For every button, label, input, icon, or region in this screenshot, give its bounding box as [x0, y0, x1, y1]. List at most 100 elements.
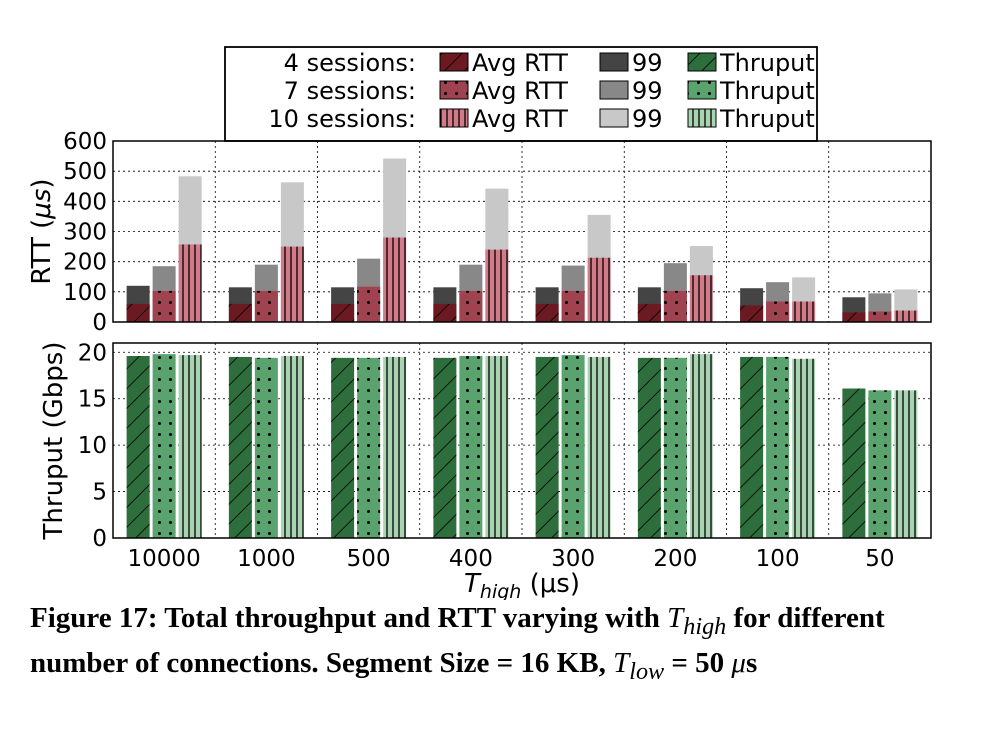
rtt-bar-avg-hatch — [254, 290, 278, 322]
legend: 4 sessions: Avg RTT 99 Thruput 7 sessions: Av… — [224, 46, 818, 142]
rtt-bar-avg-hatch — [152, 290, 176, 322]
throughput-bar-hatch — [663, 357, 687, 538]
legend-entry-label: Avg RTT — [472, 105, 568, 133]
rtt-bar-avg-hatch — [792, 301, 816, 322]
legend-entry-label: 99 — [632, 77, 663, 105]
rtt-bar-avg-hatch — [561, 290, 585, 322]
figure: 4 sessions: Avg RTT 99 Thruput 7 sessions: Av… — [27, 46, 932, 600]
throughput-bar-hatch — [842, 388, 866, 538]
throughput-bars — [126, 354, 918, 538]
throughput-bar-hatch — [459, 356, 483, 538]
throughput-bar-hatch — [178, 355, 202, 538]
rtt-bar-avg-hatch — [535, 303, 559, 322]
throughput-bar-hatch — [383, 356, 407, 538]
x-tick-label: 10000 — [128, 546, 201, 572]
throughput-bar-hatch — [331, 357, 355, 538]
rtt-plot-frame — [112, 140, 932, 323]
legend-swatch-p99 — [599, 108, 629, 128]
throughput-bar-hatch — [433, 357, 457, 538]
rtt-bar-avg-hatch — [383, 237, 407, 322]
throughput-y-axis-label: Thruput (Gbps) — [39, 342, 69, 541]
throughput-bar-hatch — [792, 358, 816, 538]
x-tick-label: 200 — [653, 546, 697, 572]
rtt-y-tick-label: 300 — [63, 220, 107, 246]
legend-row-label: 7 sessions: — [284, 77, 416, 105]
caption-thigh-symbol: Thigh — [667, 602, 727, 640]
throughput-bar-hatch — [868, 390, 892, 538]
throughput-plot-frame — [112, 342, 932, 539]
x-tick-label: 50 — [865, 546, 894, 572]
rtt-bar-avg-hatch — [126, 303, 150, 322]
legend-entry-label: Avg RTT — [472, 77, 568, 105]
rtt-y-tick-label: 100 — [63, 280, 107, 306]
legend-entry-label: Thruput — [719, 105, 815, 133]
rtt-y-axis-label: RTT (μs) — [27, 178, 57, 284]
rtt-bar-avg-hatch — [178, 244, 202, 322]
caption-tlow-symbol: Tlow — [613, 646, 665, 685]
throughput-bar-hatch — [485, 356, 509, 538]
rtt-bar-avg-hatch — [637, 303, 661, 322]
throughput-panel: 0 5 10 15 20 10000 1000 500 400 300 200 100 50 Thru… — [39, 340, 932, 600]
legend-box — [224, 46, 818, 142]
rtt-y-tick-label: 0 — [92, 310, 107, 336]
rtt-bar-avg-hatch — [485, 249, 509, 322]
throughput-bar-hatch — [357, 357, 381, 538]
rtt-y-tick-label: 600 — [63, 129, 107, 155]
rtt-bar-avg-hatch — [740, 305, 764, 322]
rtt-bar-avg-hatch — [228, 303, 252, 322]
throughput-bar-hatch — [254, 357, 278, 538]
legend-entry-label: Avg RTT — [472, 49, 568, 77]
throughput-y-tick-label: 20 — [78, 340, 107, 366]
throughput-bar-hatch — [689, 354, 713, 538]
throughput-y-tick-label: 10 — [78, 433, 107, 459]
throughput-bar-hatch — [535, 356, 559, 538]
rtt-bar-avg-hatch — [357, 286, 381, 322]
rtt-bars — [126, 158, 918, 322]
x-tick-label: 500 — [347, 546, 391, 572]
legend-swatch-avg-hatch — [440, 53, 468, 71]
throughput-bar-hatch — [587, 356, 611, 538]
legend-entry-label: 99 — [632, 105, 663, 133]
rtt-bar-avg-hatch — [331, 303, 355, 322]
throughput-bar-hatch — [280, 356, 304, 538]
rtt-bar-avg-hatch — [587, 257, 611, 322]
throughput-y-tick-label: 15 — [78, 387, 107, 413]
throughput-bar-hatch — [152, 354, 176, 538]
throughput-bar-hatch — [561, 355, 585, 538]
legend-swatch-avg-hatch — [440, 81, 468, 99]
legend-swatch-avg-hatch — [440, 109, 468, 127]
legend-entry-label: Thruput — [719, 49, 815, 77]
rtt-y-ticks: 0 100 200 300 400 500 600 — [63, 129, 107, 336]
x-tick-label: 400 — [449, 546, 493, 572]
rtt-bar-avg-hatch — [459, 290, 483, 322]
rtt-y-tick-label: 200 — [63, 250, 107, 276]
x-axis-label: Thigh (μs) — [464, 569, 580, 600]
x-tick-label: 300 — [551, 546, 595, 572]
x-tick-label: 100 — [756, 546, 800, 572]
legend-row-label: 10 sessions: — [268, 105, 416, 133]
legend-swatch-thruput-hatch — [688, 81, 716, 99]
throughput-bar-hatch — [766, 356, 790, 538]
throughput-bar-hatch — [637, 357, 661, 538]
throughput-bar-hatch — [894, 390, 918, 538]
throughput-bar-hatch — [126, 356, 150, 538]
legend-row-label: 4 sessions: — [284, 49, 416, 77]
legend-swatch-p99 — [599, 52, 629, 72]
throughput-bar-hatch — [228, 356, 252, 538]
rtt-bar-avg-hatch — [868, 311, 892, 322]
x-tick-labels: 10000 1000 500 400 300 200 100 50 — [128, 546, 895, 572]
legend-swatch-thruput-hatch — [688, 109, 716, 127]
throughput-y-tick-label: 0 — [92, 526, 107, 552]
rtt-y-tick-label: 400 — [63, 189, 107, 215]
legend-entry-label: 99 — [632, 49, 663, 77]
throughput-bar-hatch — [740, 356, 764, 538]
rtt-bar-avg-hatch — [689, 275, 713, 322]
legend-entry-label: Thruput — [719, 77, 815, 105]
rtt-y-tick-label: 500 — [63, 159, 107, 185]
throughput-y-tick-label: 5 — [92, 480, 107, 506]
legend-swatch-thruput-hatch — [688, 53, 716, 71]
rtt-bar-avg-hatch — [842, 312, 866, 322]
rtt-bar-avg-hatch — [894, 310, 918, 322]
rtt-bar-avg-hatch — [766, 301, 790, 322]
throughput-y-ticks: 0 5 10 15 20 — [78, 340, 107, 552]
